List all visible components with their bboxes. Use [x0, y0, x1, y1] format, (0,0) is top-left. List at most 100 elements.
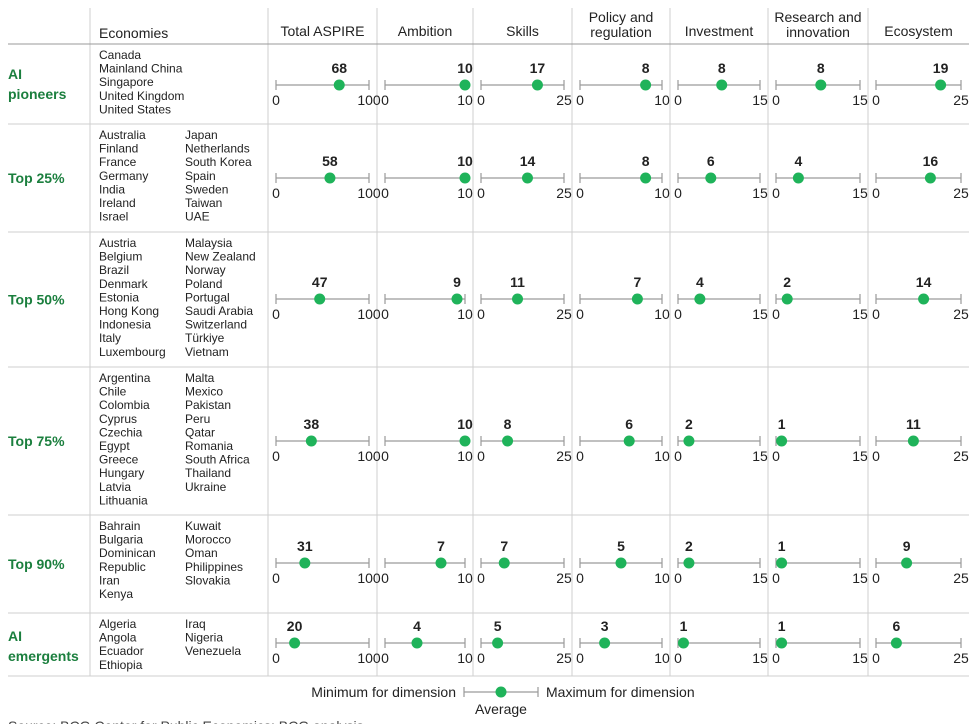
- average-dot-ecosystem: [890, 637, 902, 649]
- axis-max-label-ambition: 10: [457, 306, 473, 322]
- axis-max-label-policy-and-regulation: 10: [654, 448, 670, 464]
- average-label-investment: 8: [718, 60, 726, 76]
- axis-max-label-ecosystem: 25: [953, 448, 969, 464]
- average-label-policy-and-regulation: 5: [617, 538, 625, 554]
- axis-max-label-research-and-innovation: 15: [852, 650, 868, 666]
- economy-name: Republic: [99, 560, 146, 574]
- axis-min-label-total-aspire: 0: [272, 570, 280, 586]
- dimension-header-research-and-innovation: Research and: [774, 9, 861, 25]
- economy-name: Estonia: [99, 290, 139, 304]
- economy-name: Greece: [99, 453, 139, 467]
- average-dot-investment: [694, 293, 706, 305]
- axis-max-label-ecosystem: 25: [953, 92, 969, 108]
- axis-min-label-investment: 0: [674, 306, 682, 322]
- group-label-ai-emergents: AI: [8, 628, 22, 644]
- axis-min-label-total-aspire: 0: [272, 92, 280, 108]
- axis-min-label-research-and-innovation: 0: [772, 448, 780, 464]
- dimension-header-research-and-innovation: innovation: [786, 24, 850, 40]
- average-label-investment: 4: [696, 274, 704, 290]
- economy-name: Romania: [185, 439, 233, 453]
- axis-max-label-ambition: 10: [457, 650, 473, 666]
- legend-average-label: Average: [475, 701, 527, 717]
- average-label-ecosystem: 11: [906, 416, 921, 432]
- economy-name: United Kingdom: [99, 89, 184, 103]
- average-dot-ecosystem: [907, 435, 919, 447]
- economy-name: Bahrain: [99, 519, 140, 533]
- axis-min-label-ecosystem: 0: [872, 650, 880, 666]
- axis-max-label-ecosystem: 25: [953, 185, 969, 201]
- axis-max-label-research-and-innovation: 15: [852, 185, 868, 201]
- axis-max-label-ambition: 10: [457, 570, 473, 586]
- legend-max-label: Maximum for dimension: [546, 684, 695, 700]
- axis-max-label-ambition: 10: [457, 92, 473, 108]
- axis-min-label-policy-and-regulation: 0: [576, 448, 584, 464]
- axis-max-label-ecosystem: 25: [953, 650, 969, 666]
- average-label-research-and-innovation: 1: [778, 538, 786, 554]
- average-dot-policy-and-regulation: [640, 172, 652, 184]
- average-label-investment: 2: [685, 416, 693, 432]
- average-dot-policy-and-regulation: [599, 637, 611, 649]
- axis-max-label-total-aspire: 100: [357, 185, 381, 201]
- average-dot-ecosystem: [918, 293, 930, 305]
- average-label-ecosystem: 19: [933, 60, 949, 76]
- economy-name: United States: [99, 102, 171, 116]
- axis-min-label-skills: 0: [477, 448, 485, 464]
- group-label-top-50: Top 50%: [8, 292, 65, 308]
- economy-name: South Korea: [185, 155, 252, 169]
- axis-max-label-total-aspire: 100: [357, 448, 381, 464]
- economy-name: Mexico: [185, 385, 223, 399]
- economy-name: Sweden: [185, 182, 228, 196]
- average-label-ambition: 10: [457, 60, 473, 76]
- average-label-ecosystem: 16: [923, 153, 939, 169]
- average-label-policy-and-regulation: 7: [634, 274, 642, 290]
- average-dot-ecosystem: [924, 172, 936, 184]
- average-label-total-aspire: 38: [304, 416, 320, 432]
- average-label-research-and-innovation: 2: [783, 274, 791, 290]
- economy-name: Angola: [99, 631, 137, 645]
- axis-min-label-ecosystem: 0: [872, 448, 880, 464]
- axis-max-label-research-and-innovation: 15: [852, 306, 868, 322]
- economy-name: Iraq: [185, 617, 206, 631]
- axis-min-label-ecosystem: 0: [872, 570, 880, 586]
- average-dot-total-aspire: [289, 637, 301, 649]
- dimension-header-skills: Skills: [506, 23, 539, 39]
- economy-name: Argentina: [99, 371, 151, 385]
- average-dot-investment: [677, 637, 689, 649]
- axis-min-label-investment: 0: [674, 185, 682, 201]
- axis-max-label-investment: 15: [752, 92, 768, 108]
- average-label-research-and-innovation: 8: [817, 60, 825, 76]
- economy-name: Cyprus: [99, 412, 137, 426]
- average-dot-skills: [498, 557, 510, 569]
- economy-name: Australia: [99, 128, 146, 142]
- economy-name: Egypt: [99, 439, 130, 453]
- average-label-total-aspire: 31: [297, 538, 313, 554]
- dimension-header-ambition: Ambition: [398, 23, 452, 39]
- economy-name: Philippines: [185, 560, 243, 574]
- axis-max-label-skills: 25: [556, 570, 572, 586]
- axis-min-label-policy-and-regulation: 0: [576, 92, 584, 108]
- economy-name: Malaysia: [185, 236, 233, 250]
- economy-name: Bulgaria: [99, 533, 143, 547]
- average-label-skills: 5: [494, 618, 502, 634]
- axis-max-label-skills: 25: [556, 650, 572, 666]
- axis-max-label-policy-and-regulation: 10: [654, 650, 670, 666]
- dimension-header-policy-and-regulation: regulation: [590, 24, 652, 40]
- economy-name: Luxembourg: [99, 345, 166, 359]
- average-label-policy-and-regulation: 8: [642, 60, 650, 76]
- economy-name: Ethiopia: [99, 658, 143, 672]
- axis-min-label-investment: 0: [674, 570, 682, 586]
- economy-name: Germany: [99, 169, 148, 183]
- axis-max-label-investment: 15: [752, 570, 768, 586]
- average-label-ambition: 9: [453, 274, 461, 290]
- economy-name: Denmark: [99, 277, 149, 291]
- average-dot-investment: [683, 435, 695, 447]
- economy-name: Canada: [99, 48, 141, 62]
- economy-name: Italy: [99, 331, 121, 345]
- average-dot-research-and-innovation: [776, 435, 788, 447]
- average-label-ambition: 4: [413, 618, 421, 634]
- axis-min-label-ambition: 0: [381, 650, 389, 666]
- economy-name: Brazil: [99, 263, 129, 277]
- axis-min-label-skills: 0: [477, 650, 485, 666]
- average-label-skills: 7: [500, 538, 508, 554]
- economy-name: Hong Kong: [99, 304, 159, 318]
